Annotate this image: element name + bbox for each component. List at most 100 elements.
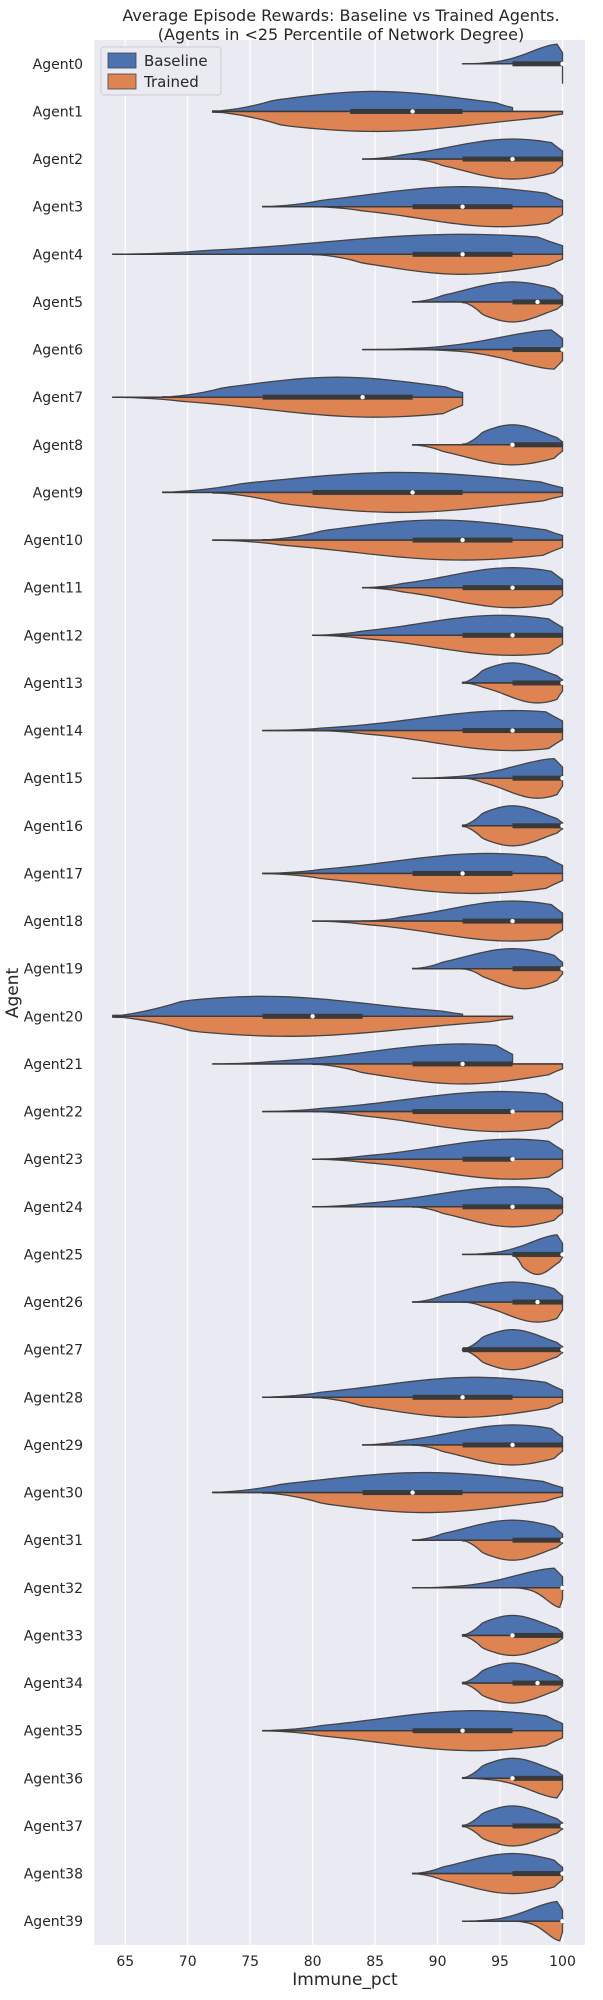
iqr-box: [413, 1109, 513, 1114]
median-marker: [360, 395, 364, 399]
y-tick-label: Agent26: [24, 1295, 83, 1311]
y-tick-label: Agent28: [24, 1390, 83, 1406]
y-tick-label: Agent36: [24, 1771, 83, 1787]
x-axis-label: Immune_pct: [292, 1970, 398, 1990]
y-tick-label: Agent12: [24, 628, 83, 644]
y-tick-label: Agent2: [33, 152, 83, 168]
median-marker: [560, 1586, 564, 1590]
y-tick-label: Agent33: [24, 1628, 83, 1644]
median-marker: [510, 728, 514, 732]
y-tick-label: Agent4: [33, 247, 83, 263]
median-marker: [460, 1728, 464, 1732]
y-tick-label: Agent1: [33, 104, 83, 120]
x-tick-label: 95: [491, 1954, 509, 1970]
median-marker: [460, 252, 464, 256]
median-marker: [560, 62, 564, 66]
legend-label-trained: Trained: [143, 73, 199, 91]
iqr-box: [513, 1776, 563, 1781]
y-tick-label: Agent21: [24, 1057, 83, 1073]
iqr-box: [513, 823, 563, 828]
iqr-box: [513, 1871, 563, 1876]
median-marker: [460, 538, 464, 542]
y-tick-label: Agent29: [24, 1438, 83, 1454]
y-tick-label: Agent27: [24, 1343, 83, 1359]
y-tick-label: Agent17: [24, 866, 83, 882]
median-marker: [410, 109, 414, 113]
y-tick-label: Agent8: [33, 438, 83, 454]
x-tick-label: 90: [429, 1954, 447, 1970]
median-marker: [560, 1824, 564, 1828]
iqr-box: [463, 1157, 513, 1162]
iqr-box: [513, 347, 563, 352]
median-marker: [560, 1347, 564, 1351]
y-tick-label: Agent3: [33, 200, 83, 216]
y-tick-label: Agent19: [24, 962, 83, 978]
y-tick-label: Agent20: [24, 1009, 83, 1025]
y-tick-label: Agent0: [33, 57, 83, 73]
median-marker: [510, 1776, 514, 1780]
median-marker: [560, 776, 564, 780]
y-tick-label: Agent11: [24, 581, 83, 597]
median-marker: [460, 204, 464, 208]
median-marker: [460, 1062, 464, 1066]
iqr-box: [513, 1538, 563, 1543]
legend-swatch-baseline: [108, 53, 136, 68]
median-marker: [510, 1157, 514, 1161]
y-axis-label: Agent: [3, 968, 23, 1019]
median-marker: [510, 1633, 514, 1637]
x-tick-label: 100: [549, 1954, 576, 1970]
chart-title-line2: (Agents in <25 Percentile of Network Deg…: [158, 25, 524, 44]
median-marker: [535, 1681, 539, 1685]
x-tick-label: 75: [241, 1954, 259, 1970]
y-tick-label: Agent31: [24, 1533, 83, 1549]
y-tick-label: Agent15: [24, 771, 83, 787]
median-marker: [535, 300, 539, 304]
x-tick-label: 80: [304, 1954, 322, 1970]
median-marker: [510, 919, 514, 923]
x-tick-label: 65: [116, 1954, 134, 1970]
y-tick-label: Agent23: [24, 1152, 83, 1168]
iqr-box: [513, 61, 563, 66]
median-marker: [510, 443, 514, 447]
median-marker: [560, 681, 564, 685]
y-tick-label: Agent34: [24, 1676, 83, 1692]
iqr-box: [513, 776, 563, 781]
y-tick-label: Agent35: [24, 1724, 83, 1740]
y-tick-label: Agent9: [33, 485, 83, 501]
legend-swatch-trained: [108, 74, 136, 89]
median-marker: [510, 1109, 514, 1113]
median-marker: [460, 1395, 464, 1399]
median-marker: [510, 1443, 514, 1447]
iqr-box: [463, 1347, 563, 1352]
median-marker: [510, 1205, 514, 1209]
legend-label-baseline: Baseline: [144, 52, 208, 70]
median-marker: [535, 1300, 539, 1304]
median-marker: [310, 1014, 314, 1018]
y-tick-label: Agent32: [24, 1581, 83, 1597]
x-tick-label: 85: [366, 1954, 384, 1970]
x-tick-label: 70: [179, 1954, 197, 1970]
iqr-box: [513, 1823, 563, 1828]
y-tick-label: Agent18: [24, 914, 83, 930]
chart-title-line1: Average Episode Rewards: Baseline vs Tra…: [122, 6, 559, 25]
plot-background: [94, 40, 585, 1945]
iqr-box: [513, 1252, 563, 1257]
median-marker: [410, 1490, 414, 1494]
median-marker: [560, 1919, 564, 1923]
median-marker: [510, 585, 514, 589]
median-marker: [560, 966, 564, 970]
median-marker: [460, 871, 464, 875]
y-tick-label: Agent7: [33, 390, 83, 406]
y-tick-label: Agent10: [24, 533, 83, 549]
median-marker: [510, 633, 514, 637]
median-marker: [560, 347, 564, 351]
iqr-box: [513, 680, 563, 685]
y-tick-label: Agent25: [24, 1247, 83, 1263]
y-tick-label: Agent38: [24, 1867, 83, 1883]
median-marker: [560, 1538, 564, 1542]
y-tick-label: Agent37: [24, 1819, 83, 1835]
iqr-box: [513, 1633, 563, 1638]
iqr-box: [350, 109, 462, 114]
